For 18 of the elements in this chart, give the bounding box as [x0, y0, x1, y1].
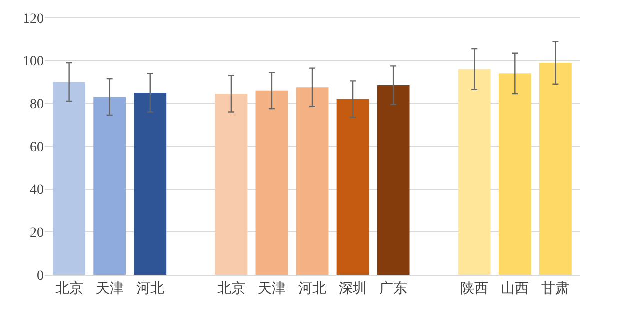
x-tick-label: 天津 [96, 280, 124, 297]
x-tick-label: 深圳 [339, 280, 368, 297]
x-tick-label: 广东 [380, 280, 408, 297]
y-tick-label: 0 [37, 268, 44, 284]
x-tick-label: 陕西 [460, 280, 489, 297]
y-tick-label: 40 [30, 183, 44, 198]
x-tick-label: 北京 [217, 280, 246, 297]
y-tick-label: 80 [30, 98, 44, 113]
x-tick-label: 甘肃 [542, 280, 570, 297]
x-tick-label: 河北 [298, 280, 326, 297]
y-tick-label: 60 [30, 140, 44, 156]
y-tick-label: 100 [23, 54, 44, 70]
x-tick-label: 山西 [501, 280, 530, 297]
x-tick-label: 北京 [55, 280, 84, 297]
y-tick-label: 20 [30, 226, 44, 242]
y-tick-label: 120 [23, 12, 44, 27]
x-tick-label: 河北 [136, 280, 164, 297]
x-tick-label: 天津 [258, 280, 286, 297]
